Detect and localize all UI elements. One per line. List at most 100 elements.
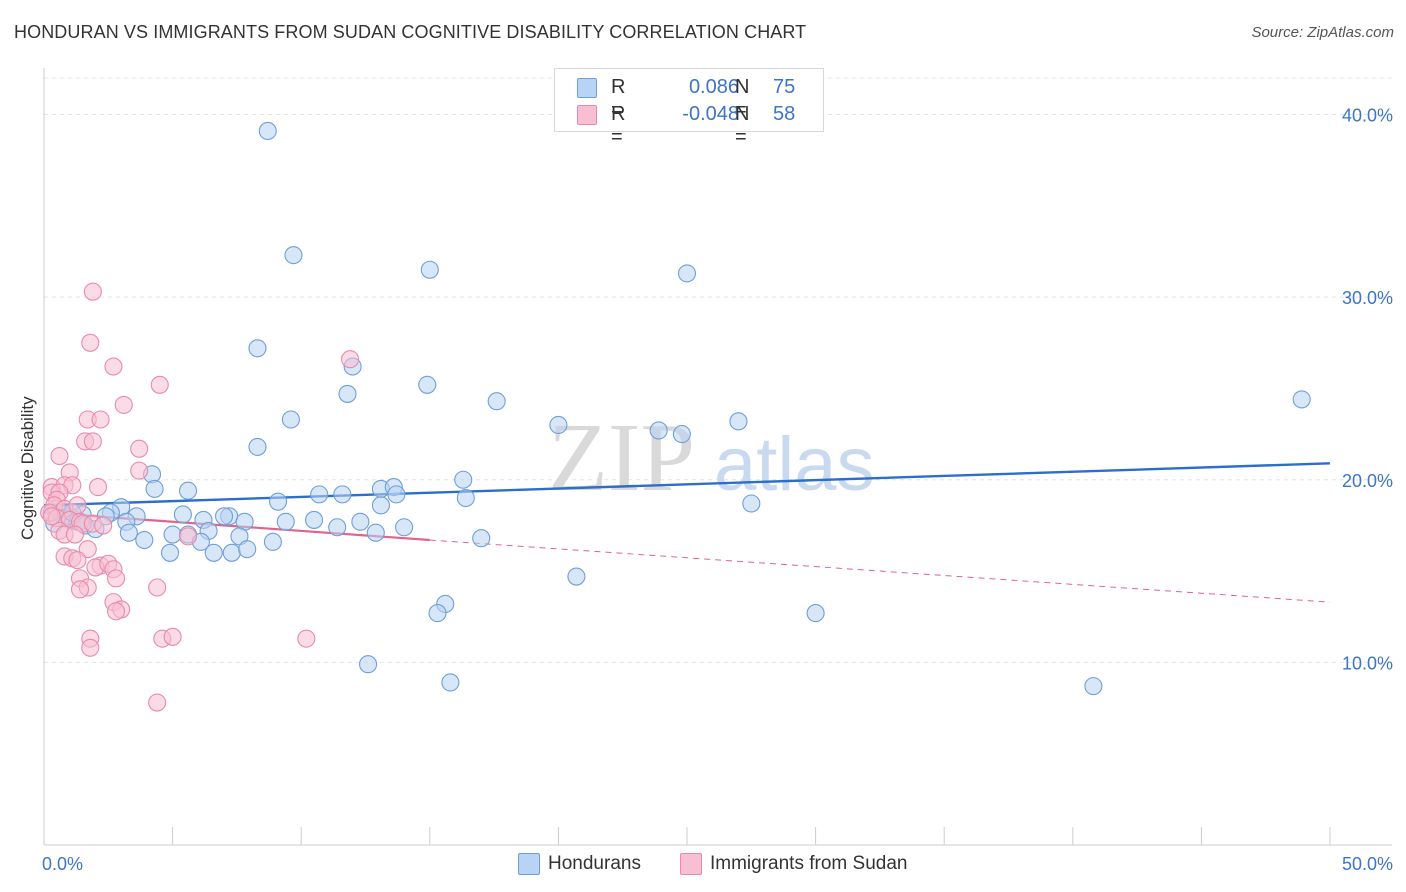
honduran-point (269, 492, 288, 511)
honduran-point (387, 485, 406, 504)
honduran-point (281, 410, 300, 429)
sudan-point (83, 282, 102, 301)
y-tick-label: 20.0% (1342, 471, 1393, 491)
honduran-point (258, 121, 277, 141)
r-value-hondurans: 0.086 (688, 76, 739, 98)
honduran-point (487, 392, 506, 411)
sudan-point (42, 507, 61, 526)
honduran-point (441, 673, 460, 692)
legend-swatch-sudan (680, 853, 702, 875)
honduran-point (263, 532, 282, 551)
sudan-point (88, 478, 108, 497)
y-axis-label: Cognitive Disability (18, 396, 37, 540)
honduran-point (310, 485, 329, 504)
honduran-point (806, 604, 825, 623)
sudan-point (297, 629, 316, 648)
r-label: R = (611, 76, 626, 121)
honduran-point (742, 494, 761, 513)
sudan-point (106, 602, 126, 621)
honduran-point (238, 540, 257, 559)
honduran-point (371, 496, 390, 515)
honduran-point (284, 246, 303, 265)
sudan-point (65, 525, 84, 544)
sudan-point (83, 432, 102, 451)
honduran-point (305, 510, 324, 529)
honduran-point (214, 507, 234, 526)
honduran-point (1084, 677, 1103, 696)
watermark: ZIP atlas (548, 404, 875, 512)
honduran-point (1292, 390, 1311, 409)
points-layer (40, 121, 1311, 712)
x-tick-label: 0.0% (42, 854, 83, 874)
sudan-point (91, 410, 110, 429)
sudan-point (130, 439, 149, 458)
watermark-atlas: atlas (714, 422, 875, 507)
honduran-point (472, 529, 491, 548)
r-label: R = (611, 103, 626, 148)
n-value-hondurans: 75 (773, 76, 796, 98)
sudan-point (148, 693, 167, 712)
honduran-point (672, 425, 691, 444)
y-tick-label: 30.0% (1342, 288, 1393, 308)
y-tick-label: 40.0% (1342, 106, 1393, 126)
honduran-point (677, 264, 697, 283)
n-label: N = (735, 76, 750, 121)
honduran-point (333, 485, 352, 504)
sudan-point (104, 357, 123, 376)
honduran-point (135, 530, 154, 550)
sudan-point (81, 333, 100, 352)
honduran-point (729, 412, 748, 431)
legend-swatch-hondurans (518, 853, 540, 875)
chart-title: HONDURAN VS IMMIGRANTS FROM SUDAN COGNIT… (14, 22, 807, 42)
source-credit: Source: ZipAtlas.com (1251, 24, 1394, 41)
honduran-point (248, 437, 267, 456)
honduran-point (222, 543, 241, 562)
hondurans-swatch (577, 78, 597, 98)
honduran-point (418, 375, 437, 394)
y-tick-label: 10.0% (1342, 653, 1393, 673)
sudan-point (50, 446, 69, 466)
honduran-point (145, 479, 164, 498)
sudan-point (114, 395, 133, 414)
honduran-point (160, 543, 180, 562)
honduran-point (163, 525, 182, 544)
honduran-point (549, 415, 568, 435)
honduran-point (328, 518, 347, 537)
n-value-sudan: 58 (773, 103, 796, 125)
honduran-point (454, 470, 473, 489)
honduran-point (338, 384, 357, 403)
honduran-point (359, 655, 378, 674)
honduran-point (173, 505, 192, 524)
sudan-point (148, 578, 167, 597)
sudan-point (130, 461, 149, 480)
r-value-sudan: -0.048 (682, 103, 739, 125)
legend-label-hondurans: Hondurans (548, 853, 641, 874)
n-label: N = (735, 103, 750, 148)
sudan-swatch (577, 105, 597, 125)
axis-layer (43, 68, 1392, 846)
honduran-point (351, 512, 370, 531)
trendline-sudan-extension (429, 539, 1331, 603)
sudan-point (68, 551, 87, 570)
honduran-point (119, 523, 138, 542)
honduran-point (248, 339, 267, 358)
honduran-point (649, 421, 668, 440)
honduran-point (276, 512, 295, 531)
sudan-point (341, 350, 360, 369)
tick-label-layer: 10.0% 20.0% 30.0% 40.0% 0.0% 50.0% (42, 106, 1393, 874)
sudan-point (94, 516, 113, 535)
watermark-zip: ZIP (548, 404, 695, 512)
honduran-point (456, 488, 475, 508)
sudan-point (163, 627, 182, 646)
honduran-point (567, 567, 586, 586)
sudan-point (178, 527, 198, 546)
sudan-point (70, 580, 90, 599)
honduran-point (204, 543, 223, 562)
honduran-point (178, 481, 198, 500)
honduran-point (366, 523, 385, 542)
sudan-point (106, 569, 126, 588)
honduran-point (428, 604, 447, 623)
legend-label-sudan: Immigrants from Sudan (710, 853, 908, 874)
grid-layer (44, 77, 1392, 663)
